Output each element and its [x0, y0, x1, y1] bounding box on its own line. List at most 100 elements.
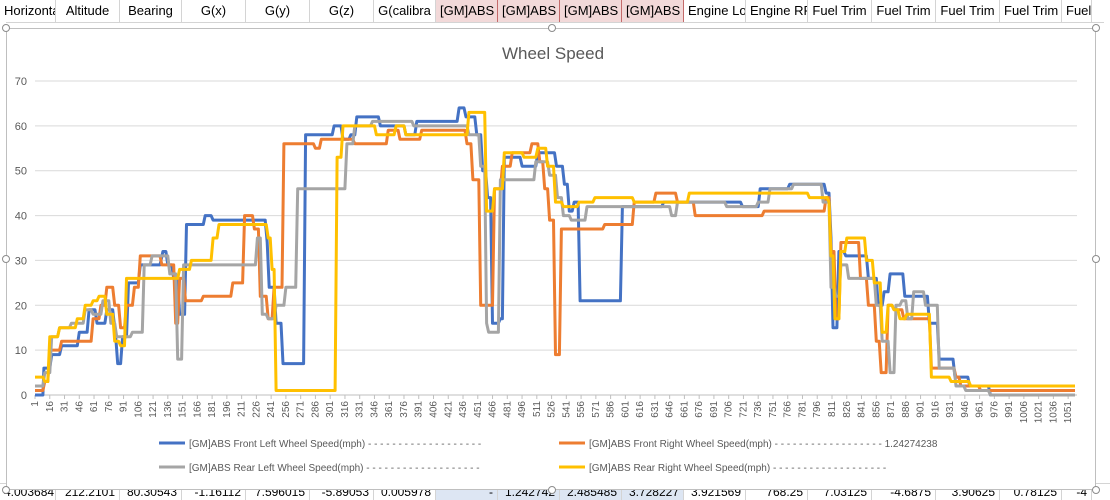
x-tick-label: 76: [104, 401, 115, 413]
column-header[interactable]: Engine Lo: [684, 0, 746, 22]
series-line-1: [35, 128, 1075, 392]
x-tick-label: 226: [251, 401, 262, 418]
x-tick-label: 136: [163, 401, 174, 418]
x-tick-label: 1021: [1034, 401, 1045, 424]
y-tick-label: 70: [15, 76, 27, 88]
x-tick-label: 271: [296, 401, 307, 418]
series-lines: [35, 106, 1075, 397]
column-header[interactable]: Fuel Trim: [1000, 0, 1062, 22]
x-tick-label: 856: [871, 401, 882, 418]
resize-handle-bottom-right[interactable]: [1092, 486, 1100, 494]
x-tick-label: 991: [1004, 401, 1015, 418]
sheet-right-edge: [1104, 22, 1110, 484]
x-tick-label: 961: [975, 401, 986, 418]
x-tick-label: 481: [502, 401, 513, 418]
column-header[interactable]: [GM]ABS I: [560, 0, 622, 22]
column-header[interactable]: G(calibra: [374, 0, 436, 22]
resize-handle-bottom-middle[interactable]: [548, 486, 556, 494]
column-header[interactable]: Altitude: [56, 0, 120, 22]
column-header[interactable]: Horizonta: [0, 0, 56, 22]
resize-handle-middle-left[interactable]: [2, 255, 10, 263]
x-tick-label: 1036: [1048, 401, 1059, 424]
chart-title: Wheel Speed: [502, 44, 604, 63]
x-tick-label: 571: [591, 401, 602, 418]
x-tick-label: 346: [369, 401, 380, 418]
chart-object[interactable]: Wheel Speed 0 10 20 30 40 50 60 70 1 16 31 46 61 76 9…: [2, 24, 1100, 494]
x-tick-label: 391: [414, 401, 425, 418]
x-tick-label: 331: [355, 401, 366, 418]
x-tick-label: 181: [207, 401, 218, 418]
x-tick-label: 451: [473, 401, 484, 418]
column-header[interactable]: Fuel: [1062, 0, 1092, 22]
x-tick-label: 376: [399, 401, 410, 418]
resize-handle-middle-right[interactable]: [1092, 255, 1100, 263]
column-header[interactable]: Engine RP: [746, 0, 808, 22]
x-tick-label: 316: [340, 401, 351, 418]
column-header[interactable]: Fuel Trim: [808, 0, 872, 22]
column-header[interactable]: [GM]ABS I: [498, 0, 560, 22]
x-tick-label: 976: [989, 401, 1000, 418]
y-tick-label: 50: [15, 166, 27, 178]
x-tick-label: 121: [148, 401, 159, 418]
x-tick-label: 211: [237, 401, 248, 417]
y-tick-label: 10: [15, 345, 27, 357]
column-header[interactable]: Fuel Trim: [936, 0, 1000, 22]
x-tick-label: 256: [281, 401, 292, 418]
x-tick-label: 901: [916, 401, 927, 418]
x-tick-label: 781: [797, 401, 808, 418]
resize-handle-top-left[interactable]: [2, 24, 10, 32]
x-tick-label: 526: [547, 401, 558, 418]
x-tick-label: 436: [458, 401, 469, 418]
x-tick-label: 196: [222, 401, 233, 418]
wheel-speed-chart: Wheel Speed 0 10 20 30 40 50 60 70 1 16 31 46 61 76 9…: [15, 44, 1077, 474]
x-tick-label: 766: [783, 401, 794, 418]
column-header[interactable]: [GM]ABS: [622, 0, 684, 22]
x-tick-label: 361: [384, 401, 395, 418]
table-cell[interactable]: -4: [1062, 484, 1092, 500]
column-header[interactable]: Bearing: [120, 0, 182, 22]
legend-label: [GM]ABS Rear Right Wheel Speed(mph) - - …: [589, 463, 886, 474]
x-tick-label: 406: [428, 401, 439, 418]
column-header[interactable]: G(y): [246, 0, 310, 22]
sheet-header-row: Horizonta Altitude Bearing G(x) G(y) G(z) G(ca…: [0, 0, 1110, 23]
x-tick-label: 16: [45, 401, 56, 413]
x-tick-label: 1: [30, 401, 41, 407]
x-tick-label: 646: [665, 401, 676, 418]
x-tick-label: 721: [738, 401, 749, 418]
x-tick-label: 556: [576, 401, 587, 418]
y-tick-label: 0: [21, 390, 27, 402]
y-tick-label: 60: [15, 121, 27, 133]
column-header[interactable]: G(z): [310, 0, 374, 22]
resize-handle-top-middle[interactable]: [548, 24, 556, 32]
x-tick-label: 631: [650, 401, 661, 418]
x-tick-label: 31: [60, 401, 71, 413]
legend-label: [GM]ABS Front Right Wheel Speed(mph) - -…: [589, 439, 938, 450]
x-tick-label: 616: [635, 401, 646, 418]
x-tick-label: 826: [842, 401, 853, 418]
y-tick-label: 30: [15, 255, 27, 267]
x-tick-label: 1051: [1063, 401, 1074, 424]
resize-handle-bottom-left[interactable]: [2, 486, 10, 494]
resize-handle-top-right[interactable]: [1092, 24, 1100, 32]
x-tick-label: 931: [945, 401, 956, 418]
x-tick-label: 601: [620, 401, 631, 418]
x-tick-label: 541: [561, 401, 572, 418]
x-tick-label: 661: [679, 401, 690, 418]
x-tick-label: 706: [724, 401, 735, 418]
y-axis: 0 10 20 30 40 50 60 70: [15, 76, 27, 402]
x-axis: 1 16 31 46 61 76 91 106 121 136 151 166 181 196 211 226…: [30, 394, 1077, 424]
sheet-left-edge: [0, 22, 6, 484]
x-tick-label: 46: [74, 401, 85, 413]
column-header[interactable]: G(x): [182, 0, 246, 22]
x-tick-label: 871: [886, 401, 897, 418]
legend-label: [GM]ABS Rear Left Wheel Speed(mph) - - -…: [189, 463, 480, 474]
x-tick-label: 811: [827, 401, 838, 417]
y-tick-label: 20: [15, 300, 27, 312]
x-tick-label: 301: [325, 401, 336, 418]
x-tick-label: 166: [192, 401, 203, 418]
column-header[interactable]: [GM]ABS: [436, 0, 498, 22]
x-tick-label: 151: [178, 401, 189, 418]
x-tick-label: 421: [443, 401, 454, 418]
x-tick-label: 91: [119, 401, 130, 413]
column-header[interactable]: Fuel Trim: [872, 0, 936, 22]
